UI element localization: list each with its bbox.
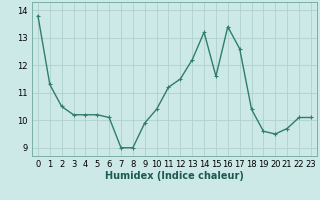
X-axis label: Humidex (Indice chaleur): Humidex (Indice chaleur) xyxy=(105,171,244,181)
